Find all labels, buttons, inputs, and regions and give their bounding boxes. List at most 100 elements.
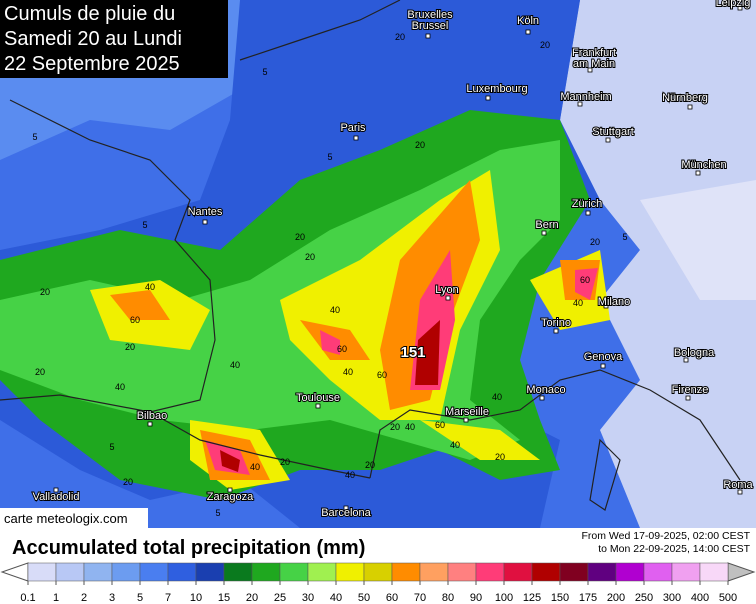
city-label: Bologna — [674, 347, 715, 359]
city-marker — [463, 417, 469, 423]
city-label: Zürich — [572, 198, 603, 210]
contour-label: 5 — [215, 508, 220, 518]
colorbar: 0.1 1 2 3 5 7 10 15 20 25 30 40 50 60 70 80 90 100 125 150 1… — [20, 562, 737, 604]
contour-label: 40 — [330, 305, 340, 315]
contour-label: 20 — [295, 232, 305, 242]
contour-label: 20 — [540, 40, 550, 50]
contour-label: 20 — [280, 457, 290, 467]
credit: carte meteologix.com — [4, 511, 128, 526]
colorbar-segment — [167, 562, 197, 582]
contour-label: 40 — [573, 298, 583, 308]
map — [0, 0, 756, 528]
city-marker — [485, 95, 491, 101]
city-label: Mannheim — [560, 91, 611, 103]
city-marker — [695, 170, 701, 176]
colorbar-tick-label: 15 — [218, 592, 230, 604]
city-marker — [587, 67, 593, 73]
contour-label: 5 — [262, 67, 267, 77]
colorbar-segment — [251, 562, 281, 582]
legend-title: Accumulated total precipitation (mm) — [12, 537, 365, 559]
colorbar-tick-label: 400 — [691, 592, 709, 604]
colorbar-segment — [615, 562, 645, 582]
colorbar-segment — [559, 562, 589, 582]
city-label: Milano — [598, 296, 630, 308]
colorbar-tick-label: 30 — [302, 592, 314, 604]
colorbar-tick-label: 50 — [358, 592, 370, 604]
city-marker — [202, 219, 208, 225]
contour-label: 40 — [492, 392, 502, 402]
city-label: Stuttgart — [592, 126, 634, 138]
contour-label: 40 — [115, 382, 125, 392]
colorbar-segment — [55, 562, 85, 582]
city-marker — [445, 295, 451, 301]
colorbar-tick-label: 250 — [635, 592, 653, 604]
city-marker — [315, 403, 321, 409]
city-label: München — [681, 159, 726, 171]
city-label: Luxembourg — [466, 83, 527, 95]
city-label: Frankfurt — [572, 47, 616, 59]
city-label: Paris — [340, 122, 366, 134]
colorbar-tick-label: 500 — [719, 592, 737, 604]
colorbar-tick-label: 10 — [190, 592, 202, 604]
city-marker — [353, 135, 359, 141]
colorbar-tick-label: 70 — [414, 592, 426, 604]
city-marker — [525, 29, 531, 35]
city-label: am Main — [573, 58, 615, 70]
city-label: Firenze — [672, 384, 709, 396]
contour-label: 40 — [450, 440, 460, 450]
city-label: Genova — [584, 351, 623, 363]
colorbar-tick-label: 25 — [274, 592, 286, 604]
colorbar-segment — [391, 562, 421, 582]
contour-label: 20 — [590, 237, 600, 247]
colorbar-segment — [307, 562, 337, 582]
contour-label: 20 — [305, 252, 315, 262]
colorbar-tick-label: 5 — [137, 592, 143, 604]
city-marker — [541, 230, 547, 236]
colorbar-tick-label: 3 — [109, 592, 115, 604]
legend-period: From Wed 17-09-2025, 02:00 CEST — [582, 530, 751, 542]
title-line: Cumuls de pluie du — [4, 3, 175, 25]
colorbar-tick-label: 1 — [53, 592, 59, 604]
contour-label: 40 — [345, 470, 355, 480]
colorbar-segment — [699, 562, 729, 582]
city-label: Nürnberg — [662, 92, 708, 104]
contour-label: 40 — [230, 360, 240, 370]
contour-label: 5 — [109, 442, 114, 452]
colorbar-tick-label: 20 — [246, 592, 258, 604]
legend-period: to Mon 22-09-2025, 14:00 CEST — [598, 543, 750, 555]
colorbar-tick-label: 200 — [607, 592, 625, 604]
city-marker — [685, 395, 691, 401]
contour-label: 20 — [40, 287, 50, 297]
contour-label: 20 — [125, 342, 135, 352]
contour-label: 60 — [580, 275, 590, 285]
colorbar-tick-label: 0.1 — [20, 592, 35, 604]
colorbar-segment — [83, 562, 113, 582]
colorbar-segment — [643, 562, 673, 582]
city-label: Lyon — [435, 284, 458, 296]
maximum-label: 151 — [400, 344, 425, 361]
contour-label: 5 — [327, 152, 332, 162]
contour-label: 60 — [337, 344, 347, 354]
city-label: Toulouse — [296, 392, 340, 404]
colorbar-segment — [27, 562, 57, 582]
colorbar-tick-label: 7 — [165, 592, 171, 604]
city-label: Brussel — [412, 20, 449, 32]
contour-label: 40 — [250, 462, 260, 472]
city-marker — [539, 395, 545, 401]
city-marker — [53, 487, 59, 493]
colorbar-segment — [587, 562, 617, 582]
colorbar-tick-label: 60 — [386, 592, 398, 604]
city-label: Valladolid — [33, 491, 80, 503]
city-label: Barcelona — [321, 507, 371, 519]
city-marker — [147, 421, 153, 427]
colorbar-segment — [671, 562, 701, 582]
city-marker — [343, 505, 349, 511]
contour-label: 20 — [495, 452, 505, 462]
contour-label: 5 — [32, 132, 37, 142]
colorbar-segment — [111, 562, 141, 582]
city-label: Zaragoza — [207, 491, 254, 503]
city-marker — [683, 357, 689, 363]
colorbar-tick-label: 175 — [579, 592, 597, 604]
